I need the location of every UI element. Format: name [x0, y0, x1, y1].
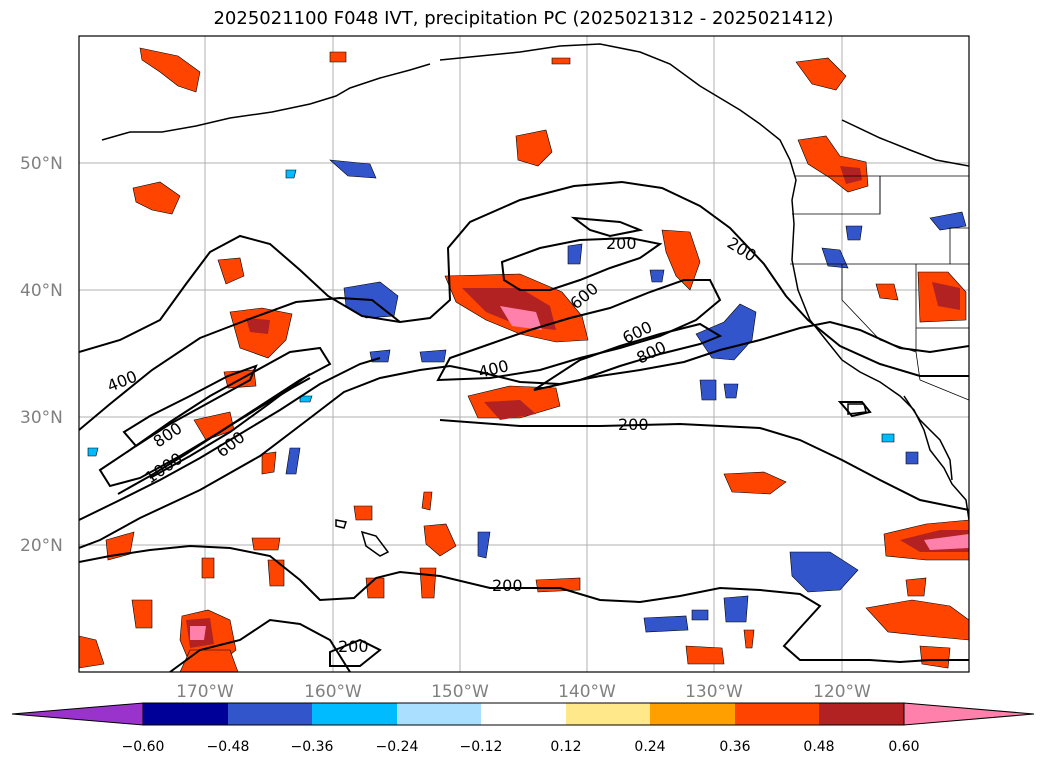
precip-negative-areas: [87, 159, 967, 633]
colorbar-segment: [397, 703, 481, 725]
map-panel: 200 200 200 200 200 400 400 600 600 600 …: [79, 36, 969, 672]
colorbar-segment: [481, 703, 566, 725]
contour-label: 200: [606, 234, 637, 253]
colorbar-tick: −0.48: [207, 739, 250, 755]
lat-label: 50°N: [20, 154, 63, 174]
latitude-labels: 50°N 40°N 30°N 20°N: [20, 154, 63, 556]
longitude-labels: 170°W 160°W 150°W 140°W 130°W 120°W: [176, 682, 871, 702]
colorbar: −0.60 −0.48 −0.36 −0.24 −0.12 0.12 0.24 …: [11, 702, 1035, 755]
lat-label: 40°N: [20, 281, 63, 301]
lon-label: 140°W: [558, 682, 616, 702]
colorbar-tick: −0.12: [460, 739, 503, 755]
colorbar-tick: 0.12: [550, 739, 581, 755]
colorbar-segment: [566, 703, 650, 725]
colorbar-tick: 0.60: [888, 739, 919, 755]
colorbar-segment: [650, 703, 735, 725]
colorbar-segment: [228, 703, 312, 725]
colorbar-outline: [142, 702, 905, 726]
state-borders: [790, 175, 969, 401]
lon-label: 170°W: [176, 682, 234, 702]
colorbar-tick-labels: −0.60 −0.48 −0.36 −0.24 −0.12 0.12 0.24 …: [122, 739, 920, 755]
lat-label: 30°N: [20, 408, 63, 428]
map-title: 2025021100 F048 IVT, precipitation PC (2…: [213, 8, 834, 29]
lon-label: 160°W: [304, 682, 362, 702]
colorbar-extend-high: [903, 702, 1035, 726]
colorbar-tick: 0.48: [803, 739, 834, 755]
colorbar-tick: −0.60: [122, 739, 165, 755]
lon-label: 150°W: [431, 682, 489, 702]
map-frame: [78, 35, 970, 673]
colorbar-tick: −0.24: [376, 739, 419, 755]
colorbar-segment: [819, 703, 904, 725]
colorbar-segment: [143, 703, 228, 725]
contour-label: 200: [338, 637, 369, 656]
lat-label: 20°N: [20, 536, 63, 556]
colorbar-segment: [735, 703, 819, 725]
lon-label: 120°W: [813, 682, 871, 702]
contour-label: 200: [492, 576, 523, 595]
colorbar-tick: 0.24: [634, 739, 665, 755]
colorbar-tick: −0.36: [291, 739, 334, 755]
precip-positive-areas: [79, 47, 969, 672]
colorbar-extend-low: [11, 702, 144, 726]
coastlines: [101, 43, 969, 557]
ivt-contours: [79, 180, 969, 672]
contour-label: 200: [618, 415, 649, 434]
colorbar-tick: 0.36: [719, 739, 750, 755]
colorbar-segment: [312, 703, 397, 725]
lon-label: 130°W: [685, 682, 743, 702]
